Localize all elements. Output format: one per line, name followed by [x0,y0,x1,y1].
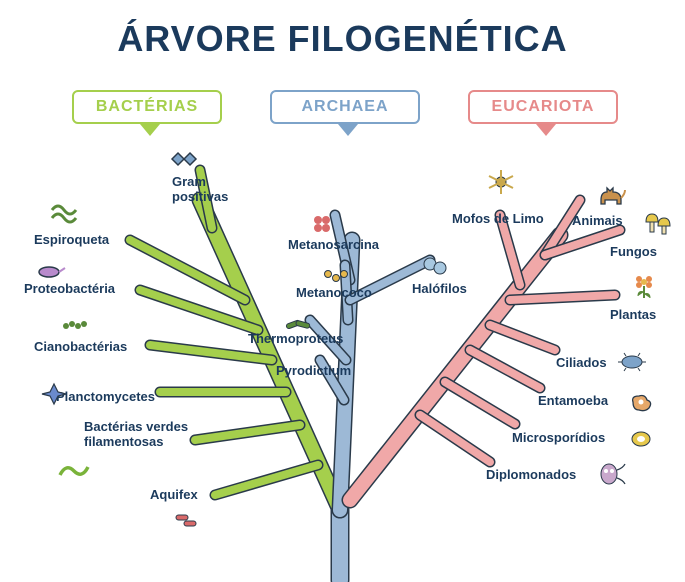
leaf-bacteria-0: Gram positivas [172,175,228,205]
e-entamoeba [470,350,540,388]
e-diplomonados [420,415,490,462]
leaf-eucariota-6: Microsporídios [512,430,605,445]
b-aquifex [215,465,318,495]
diplomonad-icon [595,460,627,493]
leaf-eucariota-2: Fungos [610,244,657,259]
proteobacteria-icon [35,258,67,291]
leaf-eucariota-0: Mofos de Limo [452,211,544,226]
cat-icon [595,180,627,213]
aquifex-icon [170,505,202,538]
leaf-eucariota-1: Animais [572,213,623,228]
gram-positive-icon [168,145,200,178]
methanococcus-icon [320,262,352,295]
ciliate-icon [616,348,648,381]
green-bacteria-icon [58,455,90,488]
spirochete-icon [50,200,82,233]
slime-mold-icon [485,168,517,201]
mushroom-icon [640,210,672,243]
microsporidia-icon [625,425,657,458]
leaf-bacteria-5: Bactérias verdes filamentosas [84,420,188,450]
eucariota-main [350,235,560,500]
methanosarcina-icon [308,210,340,243]
e-ciliados [490,325,555,350]
leaf-archaea-4: Pyrodictium [276,363,351,378]
leaf-eucariota-7: Diplomonados [486,467,576,482]
leaf-bacteria-4: Planctomycetes [56,389,155,404]
leaf-bacteria-6: Aquifex [150,487,198,502]
leaf-eucariota-3: Plantas [610,307,656,322]
entamoeba-icon [625,388,657,421]
e-microsporidios [445,382,515,424]
leaf-eucariota-4: Ciliados [556,355,607,370]
halophile-icon [420,252,452,285]
leaf-bacteria-1: Espiroqueta [34,232,109,247]
thermoproteus-icon [282,310,314,343]
e-plantas [510,295,615,300]
leaf-eucariota-5: Entamoeba [538,393,608,408]
planctomycetes-icon [38,380,70,413]
flower-icon [628,272,660,305]
cyanobacteria-icon [60,312,92,345]
